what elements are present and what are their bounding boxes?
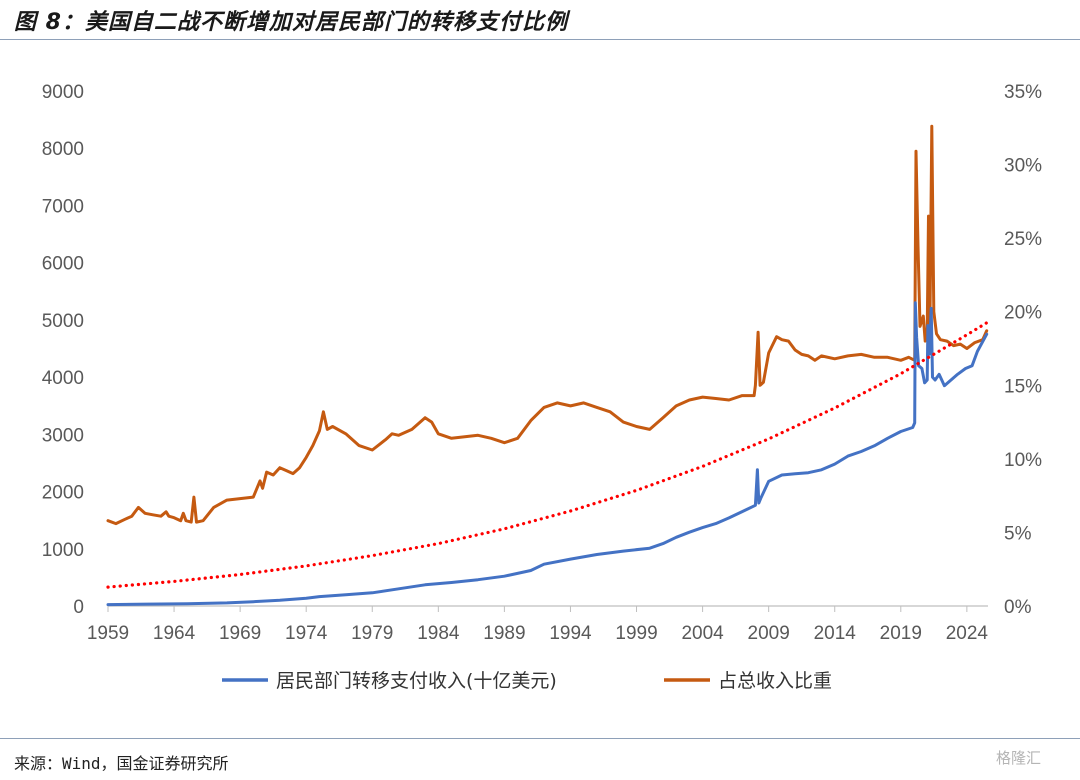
x-tick-label: 1964 (153, 623, 196, 644)
x-tick-label: 1974 (285, 623, 328, 644)
source-divider (0, 738, 1080, 739)
y2-tick-label: 5% (1004, 523, 1032, 544)
y-tick-label: 3000 (42, 425, 84, 446)
y-tick-label: 6000 (42, 254, 84, 275)
legend-label: 居民部门转移支付收入(十亿美元) (276, 670, 557, 692)
y-tick-label: 9000 (42, 82, 84, 103)
watermark: 格隆汇 (996, 749, 1042, 767)
y2-tick-label: 25% (1004, 229, 1042, 250)
y2-tick-label: 35% (1004, 82, 1042, 103)
x-tick-label: 2019 (880, 623, 922, 644)
y-tick-label: 5000 (42, 311, 84, 332)
y2-tick-label: 15% (1004, 376, 1042, 397)
figure-title: 图 8：美国自二战不断增加对居民部门的转移支付比例 (14, 10, 568, 35)
y2-tick-label: 30% (1004, 156, 1042, 177)
legend-label: 占总收入比重 (718, 670, 832, 692)
y-tick-label: 1000 (42, 540, 84, 561)
x-tick-label: 1989 (483, 623, 525, 644)
y-tick-label: 0 (73, 597, 84, 618)
transfer-income-series (106, 301, 989, 607)
chart-legend: 居民部门转移支付收入(十亿美元) 占总收入比重 (222, 670, 832, 692)
y-tick-label: 4000 (42, 368, 84, 389)
x-tick-label: 1979 (351, 623, 393, 644)
y-tick-label: 7000 (42, 196, 84, 217)
x-tick-label: 1984 (417, 623, 460, 644)
chart-series (106, 124, 989, 607)
source-note: 来源：Wind，国金证券研究所 (14, 754, 229, 773)
x-tick-label: 2004 (681, 623, 724, 644)
title-divider (0, 39, 1080, 40)
trendline-series (106, 321, 989, 589)
legend-item-share: 占总收入比重 (664, 670, 832, 692)
chart-axes: 1959 1964 1969 1974 1979 1984 1989 1994 1999 2004… (42, 82, 1042, 644)
x-tick-label: 2009 (748, 623, 790, 644)
chart: 1959 1964 1969 1974 1979 1984 1989 1994 1999 2004… (42, 82, 1042, 692)
x-tick-label: 1959 (87, 623, 129, 644)
y2-tick-label: 0% (1004, 597, 1032, 618)
x-tick-label: 2024 (946, 623, 989, 644)
y2-tick-label: 20% (1004, 303, 1042, 324)
y-tick-label: 2000 (42, 483, 84, 504)
legend-item-transfer-income: 居民部门转移支付收入(十亿美元) (222, 670, 557, 692)
y2-tick-label: 10% (1004, 450, 1042, 471)
y-tick-label: 8000 (42, 139, 84, 160)
x-tick-label: 1969 (219, 623, 261, 644)
x-tick-label: 1994 (549, 623, 592, 644)
share-of-income-series (106, 124, 989, 526)
x-tick-label: 2014 (814, 623, 857, 644)
x-tick-label: 1999 (615, 623, 657, 644)
